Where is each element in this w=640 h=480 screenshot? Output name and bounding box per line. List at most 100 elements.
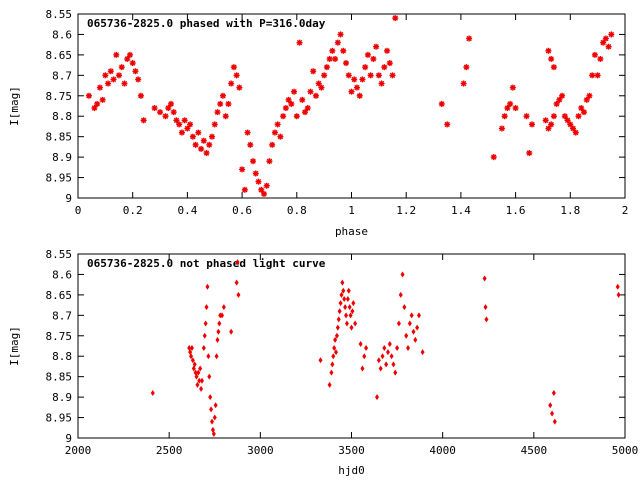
y-tick-label: 8.75 [46,330,73,343]
data-point [140,117,147,124]
data-point [310,68,317,75]
data-point [550,410,555,417]
data-point-stroke [581,109,587,115]
data-point [329,369,334,376]
data-point [384,361,389,368]
data-point [356,92,363,99]
data-point-stroke [321,72,327,79]
x-tick-label: 0.6 [232,204,252,217]
data-point [391,361,396,368]
x-tick-label: 1.8 [560,204,580,217]
data-point-stroke [600,39,606,46]
data-point [360,365,365,372]
data-point-stroke [179,129,185,136]
data-point [529,121,536,128]
data-point-stroke [594,72,601,79]
chart-title: 065736-2825.0 not phased light curve [87,257,326,270]
data-point-stroke [466,35,472,42]
data-point-stroke [348,88,355,95]
data-point-stroke [335,39,341,46]
data-point-stroke [389,72,396,79]
data-point-stroke [444,121,450,128]
x-tick-label: 1.4 [451,204,471,217]
data-point-stroke [542,117,549,124]
data-point-stroke [102,72,109,79]
data-point-stroke [551,64,557,70]
data-point-stroke [201,138,207,144]
data-point [94,100,101,107]
data-point [187,121,194,128]
data-point-stroke [266,158,273,164]
x-tick-label: 3000 [247,444,274,457]
data-point [375,72,382,79]
data-point [228,80,235,87]
x-tick-label: 3500 [338,444,365,457]
data-point [282,105,289,112]
data-point [586,92,593,99]
data-point-stroke [313,93,319,99]
data-point-stroke [217,101,223,107]
data-point [235,259,240,266]
data-point-stroke [258,187,264,193]
data-point [96,84,103,91]
y-tick-label: 8.9 [52,151,72,164]
data-point-stroke [214,109,221,115]
data-point [234,279,239,286]
data-point [395,345,400,352]
data-point [542,117,549,124]
data-point [406,345,411,352]
data-point-stroke [91,105,98,111]
data-point [220,312,225,319]
x-tick-label: 4500 [521,444,548,457]
data-point-stroke [285,97,292,103]
data-point [255,178,262,185]
data-point-stroke [294,113,300,119]
data-point [523,113,530,120]
data-point [347,304,352,311]
data-point [315,80,322,87]
data-point [266,158,273,165]
data-point [225,100,232,107]
data-point [438,100,445,107]
data-point-stroke [351,76,357,83]
data-point [194,373,199,380]
data-point-stroke [439,101,445,107]
data-point-stroke [559,93,565,99]
data-point-stroke [228,80,234,87]
data-point [504,105,511,112]
y-tick-label: 8.65 [46,49,73,62]
data-point [335,324,340,331]
data-point-stroke [253,170,259,177]
data-point-stroke [99,97,106,103]
data-point [222,113,229,120]
data-point-stroke [340,48,346,54]
data-point [178,129,185,136]
data-point [151,105,158,112]
x-tick-label: 1 [348,204,355,217]
phased-light-curve-panel: 065736-2825.0 phased with P=316.0day pha… [8,8,628,238]
x-tick-label: 1.6 [506,204,526,217]
y-tick-label: 8.65 [46,289,73,302]
data-point [263,182,270,189]
data-point [501,113,508,120]
data-point [548,121,555,128]
data-point [384,47,391,54]
data-point [589,72,596,79]
data-point [376,357,381,364]
data-point [269,141,276,148]
data-point [299,96,306,103]
data-point [385,349,390,356]
x-axis-label: phase [335,225,368,238]
data-point-stroke [203,150,210,156]
y-tick-label: 9 [65,192,72,205]
data-point-stroke [575,113,582,119]
data-point [244,129,251,136]
data-point [567,121,574,128]
y-tick-label: 8.7 [52,309,72,322]
data-point [173,117,180,124]
x-tick-label: 0.2 [123,204,143,217]
data-point [329,47,336,54]
data-point [402,304,407,311]
data-point-stroke [302,109,308,115]
